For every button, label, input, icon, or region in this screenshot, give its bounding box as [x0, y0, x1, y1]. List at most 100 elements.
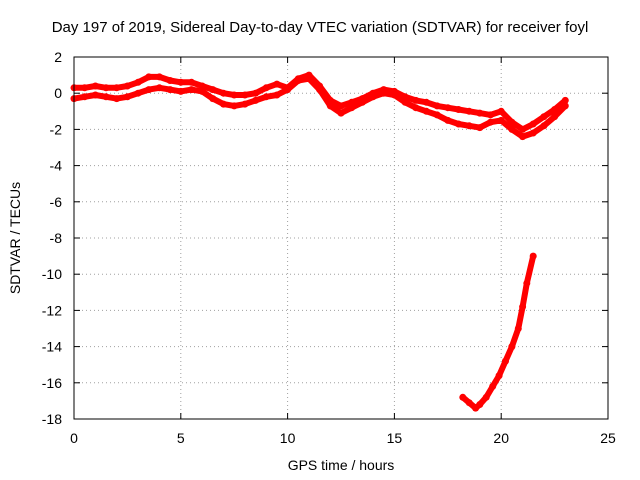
- x-tick-label: 15: [387, 430, 403, 446]
- data-point: [540, 122, 548, 130]
- data-point: [316, 86, 324, 94]
- y-tick-label: -14: [42, 339, 62, 355]
- data-point: [476, 109, 484, 117]
- data-point: [81, 84, 89, 92]
- plot-frame: [73, 56, 609, 420]
- y-tick-label: -2: [50, 121, 63, 137]
- data-point: [326, 102, 334, 110]
- data-point: [123, 93, 131, 101]
- data-point: [523, 279, 531, 287]
- data-point: [465, 107, 473, 115]
- data-point: [459, 393, 467, 401]
- data-point: [465, 122, 473, 130]
- data-point: [476, 401, 484, 408]
- data-point: [209, 95, 217, 103]
- x-axis-label: GPS time / hours: [288, 457, 395, 473]
- data-point: [155, 84, 163, 92]
- data-point: [390, 91, 398, 99]
- y-tick-label: -12: [42, 302, 62, 318]
- data-point: [348, 104, 356, 112]
- y-tick-label: -8: [50, 230, 63, 246]
- data-point: [123, 82, 131, 90]
- data-point: [476, 124, 484, 132]
- data-point: [422, 98, 430, 106]
- data-point: [519, 133, 527, 141]
- data-point: [540, 113, 548, 121]
- series-3: [459, 252, 537, 412]
- data-point: [455, 120, 462, 128]
- data-point: [102, 93, 110, 101]
- data-point: [380, 89, 388, 97]
- data-point: [188, 78, 195, 86]
- axis-ticks: [73, 56, 609, 420]
- data-point: [284, 86, 292, 94]
- chart-title: Day 197 of 2019, Sidereal Day-to-day VTE…: [52, 19, 589, 36]
- y-tick-label: 0: [54, 85, 62, 101]
- data-point: [508, 125, 516, 133]
- data-point: [358, 98, 366, 106]
- data-point: [412, 104, 420, 112]
- data-point: [134, 89, 142, 97]
- data-point: [508, 343, 516, 351]
- data-point: [305, 75, 313, 83]
- data-point: [91, 91, 99, 99]
- x-tick-label: 5: [177, 430, 185, 446]
- data-point: [489, 382, 497, 390]
- data-point: [529, 252, 537, 260]
- y-tick-labels: -18 -16 -14 -12 -10 -8 -6 -4 -2 0 2: [42, 49, 62, 427]
- data-point: [502, 357, 509, 365]
- data-point: [166, 86, 174, 94]
- data-point: [198, 87, 206, 95]
- data-point: [241, 91, 249, 99]
- x-tick-label: 20: [493, 430, 509, 446]
- data-point: [497, 107, 505, 115]
- data-point: [529, 129, 537, 137]
- data-point: [134, 78, 142, 86]
- data-point: [220, 89, 227, 97]
- y-tick-label: -18: [42, 411, 62, 427]
- data-point: [337, 109, 345, 117]
- data-point: [262, 93, 270, 101]
- data-point: [401, 98, 409, 106]
- data-point: [497, 116, 505, 124]
- data-point: [433, 102, 441, 110]
- data-point: [273, 80, 281, 88]
- data-point: [252, 96, 260, 104]
- y-axis-label: SDTVAR / TECUs: [7, 182, 23, 294]
- data-point: [102, 84, 110, 92]
- data-point: [482, 393, 490, 401]
- y-tick-label: -10: [42, 266, 62, 282]
- data-point: [455, 106, 462, 113]
- data-point: [220, 100, 227, 108]
- data-point: [444, 116, 452, 124]
- data-point: [230, 91, 238, 99]
- data-point: [529, 120, 537, 128]
- data-point: [433, 111, 441, 119]
- data-point: [519, 303, 527, 311]
- data-point: [177, 87, 185, 95]
- plot-area: [70, 71, 569, 412]
- data-point: [145, 86, 153, 94]
- data-point: [369, 93, 377, 101]
- x-tick-label: 25: [600, 430, 616, 446]
- data-point: [113, 95, 121, 103]
- data-point: [487, 111, 494, 119]
- y-tick-label: -6: [50, 194, 63, 210]
- data-point: [487, 118, 494, 126]
- data-point: [252, 89, 260, 97]
- y-tick-label: 2: [54, 49, 62, 65]
- x-tick-label: 0: [70, 430, 78, 446]
- data-point: [495, 372, 503, 380]
- data-point: [551, 113, 559, 121]
- x-tick-label: 10: [280, 430, 296, 446]
- data-point: [230, 102, 238, 110]
- data-point: [519, 125, 527, 133]
- data-point: [422, 107, 430, 115]
- data-point: [113, 84, 121, 92]
- data-point: [241, 100, 249, 108]
- data-point: [155, 73, 163, 81]
- data-point: [188, 86, 195, 94]
- data-point: [337, 102, 345, 110]
